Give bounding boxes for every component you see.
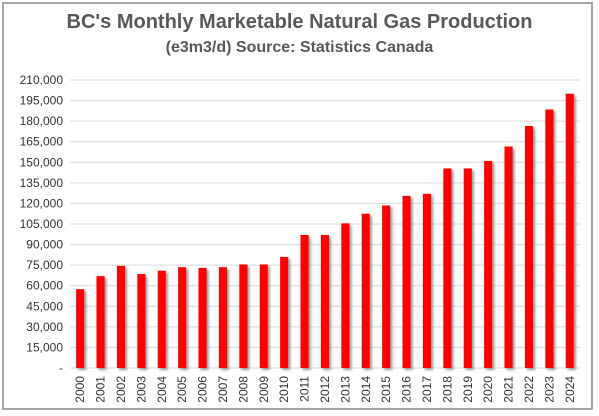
y-tick-label: 105,000 xyxy=(20,217,64,231)
y-tick-label: 45,000 xyxy=(26,299,63,313)
x-axis: 2000 2001 2002 2003 2004 2005 2006 2007 2008 2009… xyxy=(73,376,577,403)
x-tick-label: 2019 xyxy=(461,376,475,403)
bar-2007 xyxy=(218,267,228,368)
bar-2013 xyxy=(341,223,350,368)
bar-2010 xyxy=(280,256,289,368)
x-tick-label: 2013 xyxy=(338,376,352,403)
bar-2024 xyxy=(565,93,574,368)
x-tick-label: 2015 xyxy=(379,376,393,403)
x-tick-label: 2023 xyxy=(542,376,556,403)
bar-2017 xyxy=(422,193,432,368)
y-tick-label: 180,000 xyxy=(20,114,64,128)
bars xyxy=(76,93,574,368)
y-tick-label: - xyxy=(59,361,63,375)
bar-2018 xyxy=(443,168,452,368)
y-tick-label: 120,000 xyxy=(20,196,64,210)
bar-2020 xyxy=(484,160,493,368)
x-tick-label: 2004 xyxy=(155,376,169,403)
bar-2015 xyxy=(382,205,391,368)
y-tick-label: 150,000 xyxy=(20,155,64,169)
bar-2000 xyxy=(76,289,85,368)
y-tick-label: 30,000 xyxy=(26,320,63,334)
bar-2005 xyxy=(178,267,187,368)
y-tick-label: 15,000 xyxy=(26,340,63,354)
bar-2008 xyxy=(239,264,248,368)
x-tick-label: 2005 xyxy=(175,376,189,403)
x-tick-label: 2012 xyxy=(318,376,332,403)
x-tick-label: 2002 xyxy=(114,376,128,403)
x-tick-label: 2021 xyxy=(502,376,516,403)
y-tick-label: 90,000 xyxy=(26,238,63,252)
bar-2003 xyxy=(137,274,146,368)
bar-2012 xyxy=(320,234,330,368)
y-tick-label: 195,000 xyxy=(20,94,64,108)
y-axis: - 15,000 30,000 45,000 60,000 75,000 90,000 105… xyxy=(20,73,64,375)
x-tick-label: 2014 xyxy=(359,376,373,403)
x-tick-label: 2001 xyxy=(94,376,108,403)
bar-2009 xyxy=(259,264,268,368)
bar-2021 xyxy=(504,146,513,368)
y-tick-label: 165,000 xyxy=(20,135,64,149)
bar-2004 xyxy=(157,270,166,368)
bar-2019 xyxy=(463,168,472,368)
chart-subtitle: (e3m3/d) Source: Statistics Canada xyxy=(165,39,434,56)
y-tick-label: 135,000 xyxy=(20,176,64,190)
bar-2016 xyxy=(402,195,411,368)
x-tick-label: 2018 xyxy=(440,376,454,403)
x-tick-label: 2009 xyxy=(257,376,271,403)
bar-2011 xyxy=(300,234,309,368)
x-tick-label: 2011 xyxy=(298,376,312,402)
y-tick-label: 75,000 xyxy=(26,258,63,272)
chart-title: BC's Monthly Marketable Natural Gas Prod… xyxy=(66,11,533,33)
x-tick-label: 2024 xyxy=(563,376,577,403)
bar-2022 xyxy=(524,125,534,368)
x-tick-label: 2006 xyxy=(196,376,210,403)
x-tick-label: 2010 xyxy=(277,376,291,403)
x-tick-label: 2008 xyxy=(236,376,250,403)
y-tick-label: 60,000 xyxy=(26,279,63,293)
x-tick-label: 2022 xyxy=(522,376,536,403)
x-tick-label: 2000 xyxy=(73,376,87,403)
x-tick-label: 2020 xyxy=(481,376,495,403)
x-tick-label: 2017 xyxy=(420,376,434,403)
x-tick-label: 2016 xyxy=(400,376,414,403)
y-tick-label: 210,000 xyxy=(20,73,64,87)
bar-2002 xyxy=(116,265,126,368)
bar-2006 xyxy=(198,267,207,368)
bar-2014 xyxy=(361,213,370,368)
x-tick-label: 2003 xyxy=(134,376,148,403)
bar-2001 xyxy=(96,276,105,368)
x-tick-label: 2007 xyxy=(216,376,230,403)
bar-2023 xyxy=(545,109,554,368)
